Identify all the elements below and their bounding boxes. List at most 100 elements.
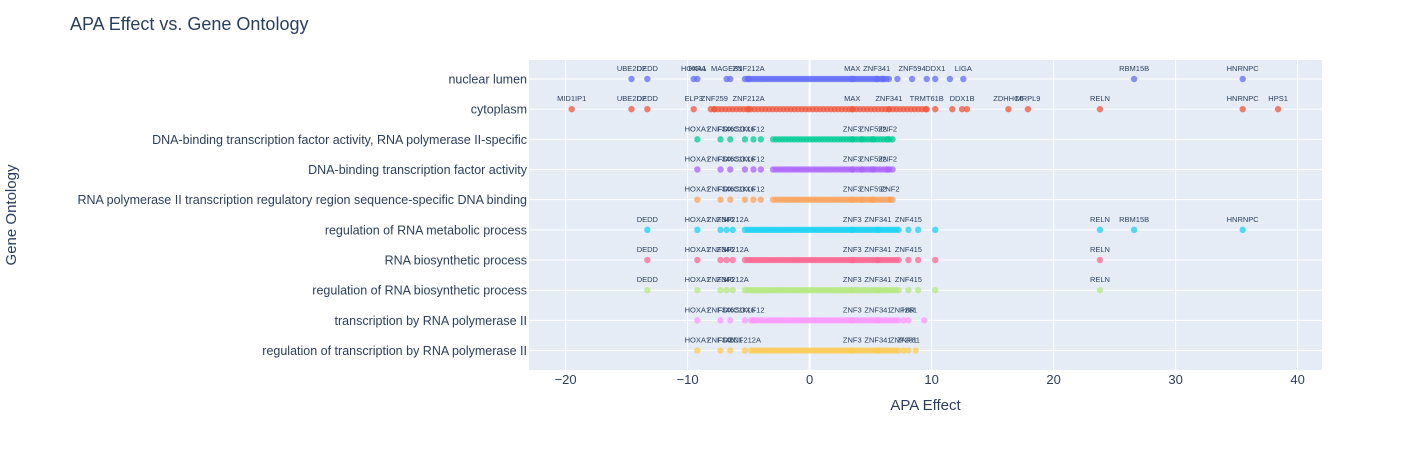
data-point [914, 226, 922, 234]
point-label: KLF12 [742, 155, 764, 164]
data-point [869, 196, 877, 203]
point-label: RELN [1090, 215, 1110, 224]
data-point [694, 166, 701, 173]
point-label: ZNF592 [859, 155, 886, 164]
point-label: ZNF415 [895, 245, 922, 254]
data-point [912, 347, 919, 354]
data-point [741, 166, 749, 173]
point-label: ZNF415 [895, 275, 922, 284]
data-point [750, 166, 757, 173]
data-point [895, 256, 902, 264]
data-point [729, 256, 736, 264]
data-point [1005, 105, 1012, 113]
point-label: HIR [902, 305, 916, 314]
data-point [694, 256, 701, 264]
point-label: ZNF346 [707, 185, 734, 194]
point-label: DEDD [637, 94, 659, 103]
data-point [923, 75, 930, 83]
data-point [729, 286, 736, 294]
data-point [858, 136, 866, 143]
data-point [757, 166, 764, 173]
data-point [727, 347, 734, 354]
point-label: ZNF341 [864, 305, 891, 314]
data-point [1239, 75, 1246, 83]
data-point [717, 226, 724, 234]
data-point [694, 347, 701, 354]
point-label: ZNF3 [843, 124, 862, 133]
point-label: TRMT61B [910, 94, 944, 103]
point-label: FOXC1 [718, 305, 743, 314]
data-point [905, 317, 912, 324]
data-point [1239, 226, 1246, 234]
point-label: ZNF346 [707, 155, 734, 164]
x-tick-label: 0 [806, 372, 813, 387]
x-tick-label: 10 [924, 372, 938, 387]
data-point [717, 136, 724, 143]
data-point [905, 226, 912, 234]
y-tick-label: DNA-binding transcription factor activit… [308, 163, 528, 177]
point-label: HOXA1 [685, 305, 710, 314]
data-point [729, 226, 736, 234]
data-point [750, 196, 757, 203]
data-point [1239, 105, 1246, 113]
point-label: ZNF81 [897, 336, 920, 345]
data-point [1096, 256, 1104, 264]
point-label: HIRA [688, 64, 706, 73]
data-point [895, 286, 902, 294]
point-label: ZNF341 [864, 275, 891, 284]
point-label: HNRNPC [1227, 94, 1260, 103]
point-label: ZNF2 [881, 185, 900, 194]
data-point [960, 75, 967, 83]
data-point [741, 196, 749, 203]
point-label: ZNF346 [707, 275, 734, 284]
data-point [717, 286, 724, 294]
data-point [932, 256, 939, 264]
data-point [895, 317, 902, 324]
x-tick-label: −10 [677, 372, 699, 387]
y-axis-title: Gene Ontology [3, 164, 20, 265]
point-label: ZNF281 [890, 305, 917, 314]
point-label: ZNF212A [717, 275, 749, 284]
data-point [723, 286, 730, 294]
data-point [905, 286, 912, 294]
data-point [745, 105, 752, 113]
y-axis-ticks: nuclear lumen cytoplasm DNA-binding transc… [77, 73, 527, 359]
point-label: ZNF212A [717, 215, 749, 224]
point-label: ZNF259 [701, 94, 728, 103]
point-label: ZNF346 [707, 215, 734, 224]
data-point [757, 136, 764, 143]
point-label: ZNF3 [843, 155, 862, 164]
data-point [1130, 226, 1138, 234]
point-label: KLF12 [742, 305, 764, 314]
point-label: RBM15B [1119, 215, 1149, 224]
point-label: DDX1 [925, 64, 945, 73]
data-point [711, 105, 718, 113]
point-label: DDX1B [950, 94, 975, 103]
point-label: ZNF3 [843, 305, 862, 314]
point-label: ELP3 [685, 94, 703, 103]
data-point [914, 256, 922, 264]
point-label: HOXA1 [685, 155, 710, 164]
y-tick-label: transcription by RNA polymerase II [335, 314, 527, 328]
data-point [884, 166, 891, 173]
point-label: ZNF341 [864, 336, 891, 345]
point-label: ZNF341 [864, 215, 891, 224]
data-point [874, 256, 882, 264]
data-point [694, 286, 701, 294]
data-point [644, 256, 651, 264]
data-point [1024, 105, 1032, 113]
y-tick-label: cytoplasm [471, 103, 527, 117]
point-label: HPS1 [1268, 94, 1288, 103]
data-point [895, 226, 902, 234]
data-point [921, 317, 928, 324]
point-label: RBM15B [1119, 64, 1149, 73]
point-label: ZNF346 [707, 305, 734, 314]
data-point [727, 136, 734, 143]
data-point [949, 105, 956, 113]
point-label: LIGA [955, 64, 972, 73]
data-point [849, 286, 856, 294]
data-point [628, 75, 635, 83]
point-label: MAX [844, 94, 860, 103]
data-point [905, 256, 912, 264]
